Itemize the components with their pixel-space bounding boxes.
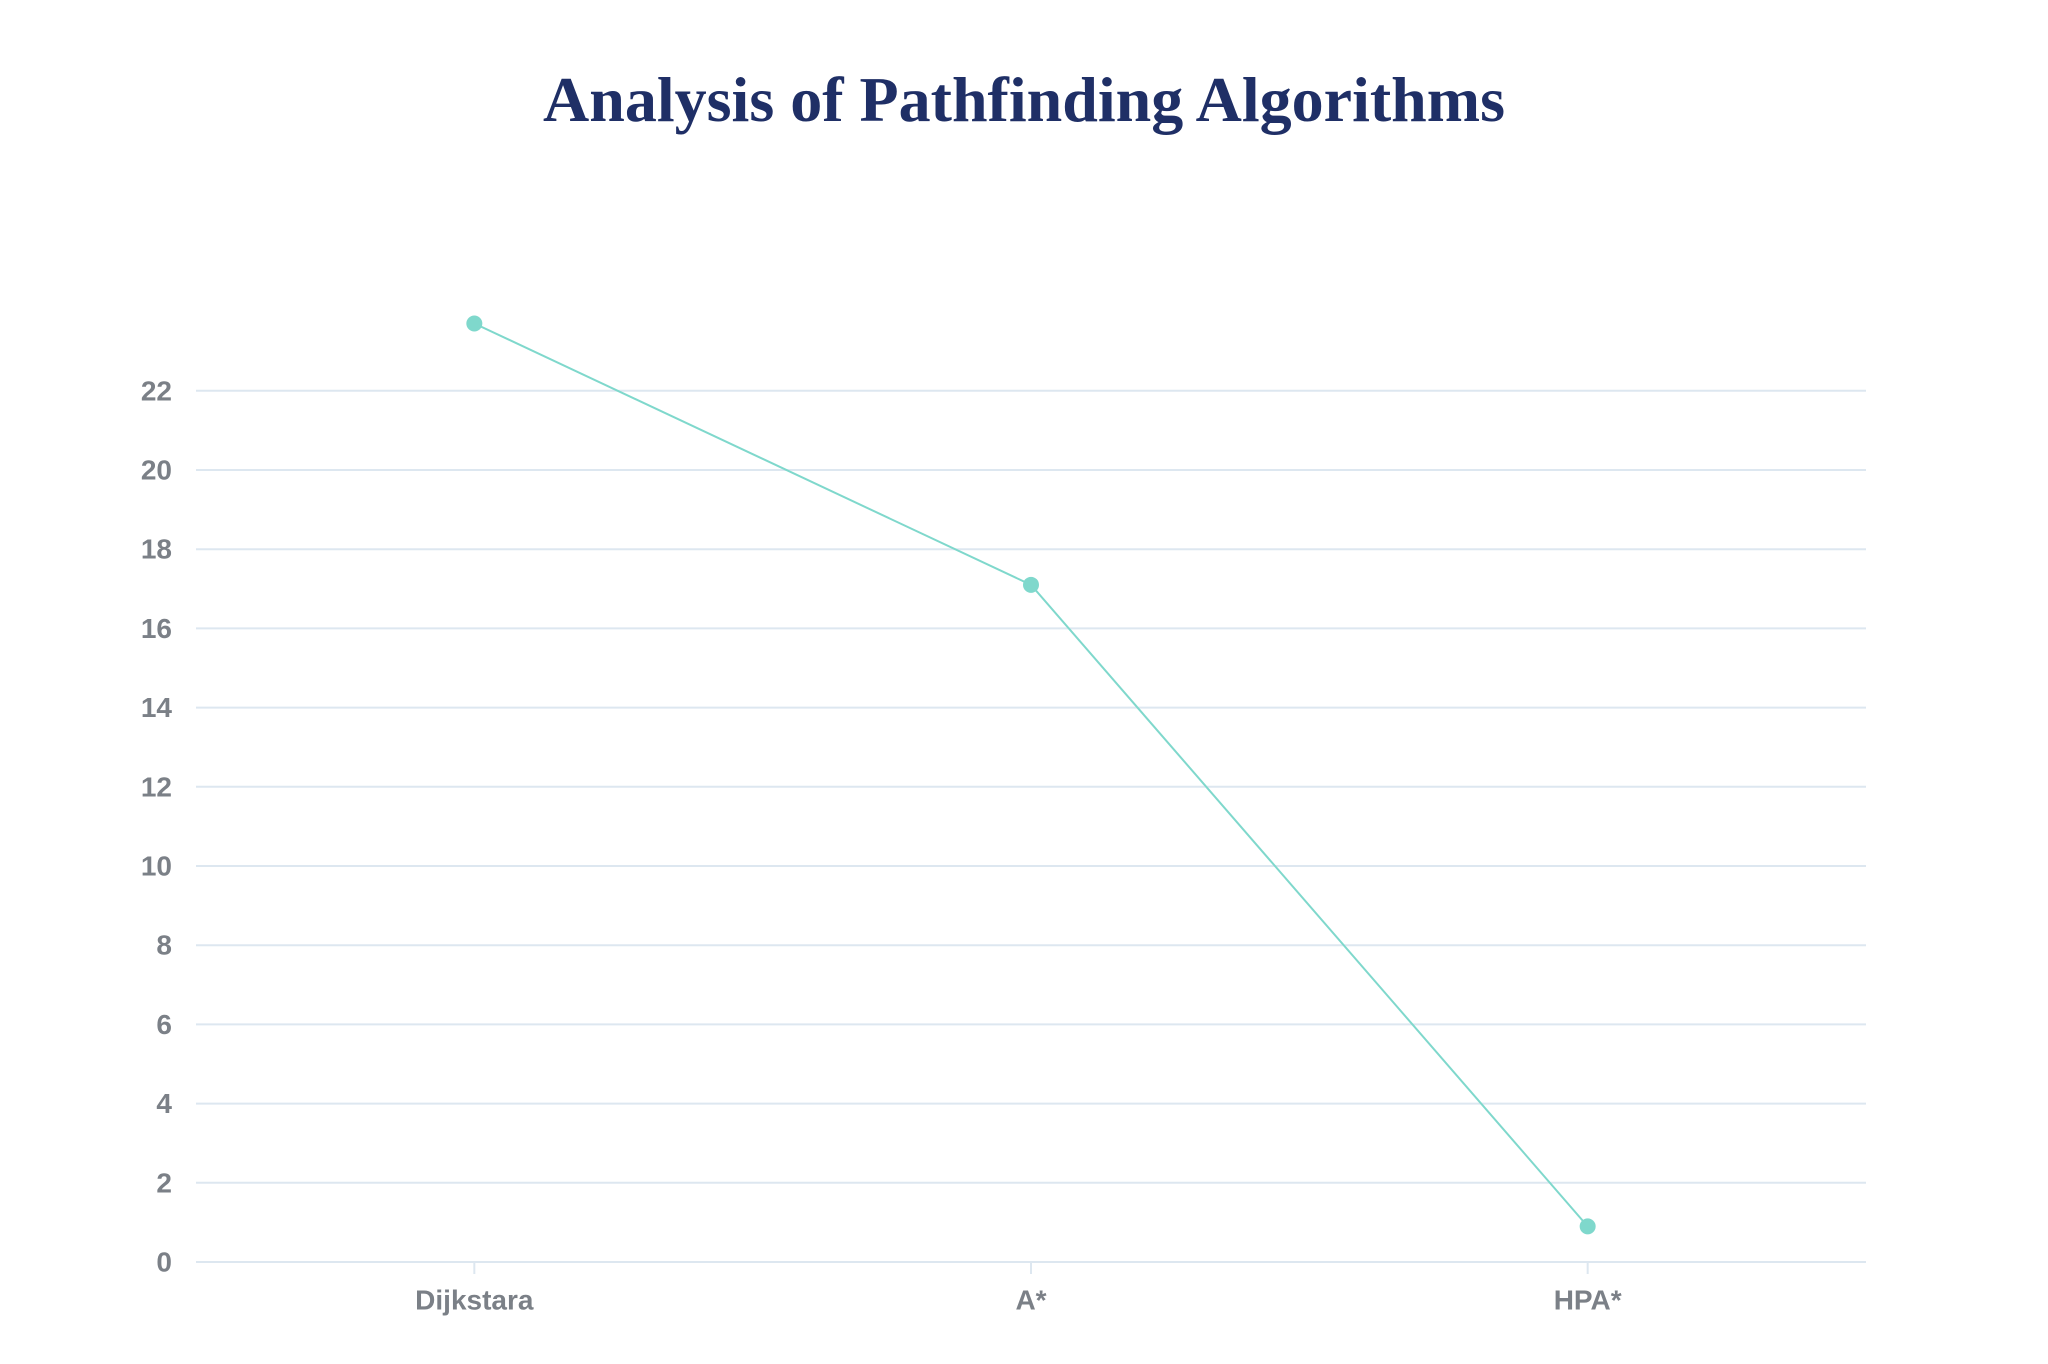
y-tick-label: 20 xyxy=(141,455,172,486)
y-axis-tick-labels: 0 2 4 6 8 10 12 14 16 18 20 22 xyxy=(141,375,173,1277)
x-axis-tick-labels: Dijkstara A* HPA* xyxy=(415,1285,1622,1316)
grid-lines xyxy=(196,389,1866,1263)
data-point-hpa[interactable] xyxy=(1579,1218,1596,1235)
y-tick-label: 12 xyxy=(141,771,172,802)
data-point-a[interactable] xyxy=(1023,576,1039,593)
series-lines xyxy=(473,322,1589,1228)
x-tick-label: Dijkstara xyxy=(415,1285,534,1316)
chart-title: Analysis of Pathfinding Algorithms xyxy=(543,64,1505,135)
y-tick-label: 16 xyxy=(141,613,172,644)
data-points xyxy=(466,315,1596,1235)
y-tick-label: 18 xyxy=(141,534,172,565)
x-tick-label: A* xyxy=(1015,1285,1046,1316)
y-tick-label: 2 xyxy=(156,1167,172,1198)
series-line xyxy=(473,322,1589,1228)
y-tick-label: 6 xyxy=(156,1009,172,1040)
y-tick-label: 0 xyxy=(156,1247,172,1278)
data-point-dijkstara[interactable] xyxy=(466,315,483,332)
y-tick-label: 4 xyxy=(156,1088,172,1119)
y-tick-label: 8 xyxy=(156,930,172,961)
x-axis xyxy=(473,1262,1589,1274)
y-tick-label: 14 xyxy=(141,692,173,723)
y-tick-label: 10 xyxy=(141,851,172,882)
x-tick-label: HPA* xyxy=(1554,1285,1622,1316)
y-tick-label: 22 xyxy=(141,375,172,406)
